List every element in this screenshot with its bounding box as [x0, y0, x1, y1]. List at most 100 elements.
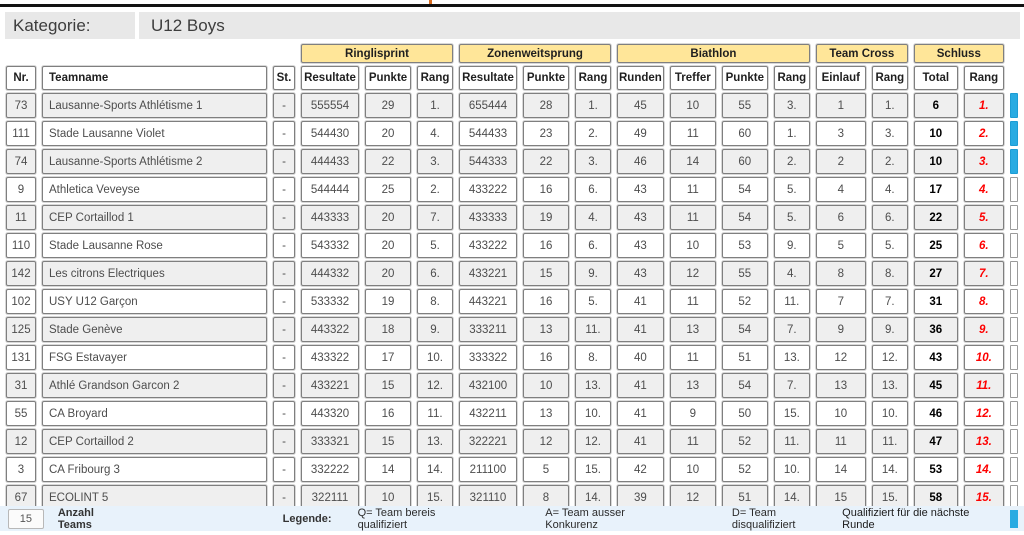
col-header-jump-resultate[interactable]: Resultate	[459, 66, 517, 90]
biathlon-rang-cell[interactable]: 2.	[773, 149, 810, 174]
sprint-punkte-cell[interactable]: 19	[365, 289, 411, 314]
biathlon-punkte-cell[interactable]: 50	[721, 401, 768, 426]
team-count-box[interactable]: 15	[8, 508, 44, 529]
team-name-cell[interactable]: Les citrons Electriques	[42, 261, 267, 286]
biathlon-runden-cell[interactable]: 41	[617, 373, 664, 398]
sprint-rang-cell[interactable]: 13.	[417, 429, 453, 454]
biathlon-treffer-cell[interactable]: 11	[669, 429, 716, 454]
col-header-jump-rang[interactable]: Rang	[575, 66, 611, 90]
status-cell[interactable]: -	[273, 205, 295, 230]
jump-rang-cell[interactable]: 13.	[575, 373, 611, 398]
team-number-cell[interactable]: 111	[6, 121, 36, 146]
status-cell[interactable]: -	[273, 177, 295, 202]
sprint-rang-cell[interactable]: 8.	[417, 289, 453, 314]
total-cell[interactable]: 47	[913, 429, 958, 454]
col-header-biathlon-treffer[interactable]: Treffer	[669, 66, 716, 90]
final-rank-cell[interactable]: 2.	[963, 121, 1004, 146]
biathlon-rang-cell[interactable]: 4.	[773, 261, 810, 286]
cross-einlauf-cell[interactable]: 7	[815, 289, 866, 314]
team-number-cell[interactable]: 131	[6, 345, 36, 370]
biathlon-punkte-cell[interactable]: 52	[721, 457, 768, 482]
team-name-cell[interactable]: Athletica Veveyse	[42, 177, 267, 202]
jump-resultate-cell[interactable]: 333322	[459, 345, 517, 370]
team-number-cell[interactable]: 74	[6, 149, 36, 174]
biathlon-punkte-cell[interactable]: 54	[721, 177, 768, 202]
biathlon-punkte-cell[interactable]: 52	[721, 429, 768, 454]
final-rank-cell[interactable]: 10.	[963, 345, 1004, 370]
cross-einlauf-cell[interactable]: 10	[815, 401, 866, 426]
col-header-biathlon-punkte[interactable]: Punkte	[721, 66, 768, 90]
team-name-cell[interactable]: CA Fribourg 3	[42, 457, 267, 482]
sprint-rang-cell[interactable]: 7.	[417, 205, 453, 230]
sprint-resultate-cell[interactable]: 433221	[301, 373, 359, 398]
sprint-resultate-cell[interactable]: 555554	[301, 93, 359, 118]
biathlon-rang-cell[interactable]: 7.	[773, 317, 810, 342]
sprint-punkte-cell[interactable]: 29	[365, 93, 411, 118]
status-cell[interactable]: -	[273, 233, 295, 258]
team-number-cell[interactable]: 12	[6, 429, 36, 454]
jump-punkte-cell[interactable]: 16	[523, 345, 569, 370]
col-header-teamname[interactable]: Teamname	[42, 66, 267, 90]
jump-resultate-cell[interactable]: 655444	[459, 93, 517, 118]
team-number-cell[interactable]: 142	[6, 261, 36, 286]
cross-rang-cell[interactable]: 11.	[871, 429, 908, 454]
team-number-cell[interactable]: 125	[6, 317, 36, 342]
cross-rang-cell[interactable]: 7.	[871, 289, 908, 314]
jump-punkte-cell[interactable]: 16	[523, 177, 569, 202]
total-cell[interactable]: 43	[913, 345, 958, 370]
sprint-rang-cell[interactable]: 12.	[417, 373, 453, 398]
team-name-cell[interactable]: CEP Cortaillod 1	[42, 205, 267, 230]
col-header-biathlon-runden[interactable]: Runden	[617, 66, 664, 90]
jump-resultate-cell[interactable]: 433333	[459, 205, 517, 230]
biathlon-rang-cell[interactable]: 7.	[773, 373, 810, 398]
total-cell[interactable]: 10	[913, 121, 958, 146]
status-cell[interactable]: -	[273, 317, 295, 342]
jump-rang-cell[interactable]: 4.	[575, 205, 611, 230]
team-name-cell[interactable]: CA Broyard	[42, 401, 267, 426]
cross-rang-cell[interactable]: 3.	[871, 121, 908, 146]
total-cell[interactable]: 53	[913, 457, 958, 482]
jump-resultate-cell[interactable]: 433221	[459, 261, 517, 286]
cross-einlauf-cell[interactable]: 8	[815, 261, 866, 286]
cross-rang-cell[interactable]: 1.	[871, 93, 908, 118]
status-cell[interactable]: -	[273, 429, 295, 454]
jump-punkte-cell[interactable]: 23	[523, 121, 569, 146]
team-name-cell[interactable]: Stade Lausanne Violet	[42, 121, 267, 146]
biathlon-rang-cell[interactable]: 10.	[773, 457, 810, 482]
biathlon-treffer-cell[interactable]: 12	[669, 261, 716, 286]
col-header-sprint-punkte[interactable]: Punkte	[365, 66, 411, 90]
biathlon-rang-cell[interactable]: 1.	[773, 121, 810, 146]
cross-einlauf-cell[interactable]: 5	[815, 233, 866, 258]
biathlon-rang-cell[interactable]: 3.	[773, 93, 810, 118]
team-number-cell[interactable]: 67	[6, 485, 36, 510]
biathlon-treffer-cell[interactable]: 11	[669, 289, 716, 314]
jump-punkte-cell[interactable]: 5	[523, 457, 569, 482]
biathlon-punkte-cell[interactable]: 54	[721, 317, 768, 342]
biathlon-punkte-cell[interactable]: 55	[721, 93, 768, 118]
final-rank-cell[interactable]: 13.	[963, 429, 1004, 454]
jump-resultate-cell[interactable]: 322221	[459, 429, 517, 454]
biathlon-runden-cell[interactable]: 41	[617, 289, 664, 314]
jump-rang-cell[interactable]: 1.	[575, 93, 611, 118]
team-number-cell[interactable]: 73	[6, 93, 36, 118]
biathlon-rang-cell[interactable]: 13.	[773, 345, 810, 370]
status-cell[interactable]: -	[273, 373, 295, 398]
jump-resultate-cell[interactable]: 544433	[459, 121, 517, 146]
final-rank-cell[interactable]: 3.	[963, 149, 1004, 174]
sprint-punkte-cell[interactable]: 20	[365, 121, 411, 146]
biathlon-runden-cell[interactable]: 41	[617, 401, 664, 426]
final-rank-cell[interactable]: 8.	[963, 289, 1004, 314]
sprint-resultate-cell[interactable]: 443333	[301, 205, 359, 230]
sprint-rang-cell[interactable]: 14.	[417, 457, 453, 482]
biathlon-punkte-cell[interactable]: 54	[721, 205, 768, 230]
cross-rang-cell[interactable]: 13.	[871, 373, 908, 398]
biathlon-punkte-cell[interactable]: 51	[721, 345, 768, 370]
sprint-resultate-cell[interactable]: 444433	[301, 149, 359, 174]
status-cell[interactable]: -	[273, 457, 295, 482]
biathlon-runden-cell[interactable]: 43	[617, 233, 664, 258]
status-cell[interactable]: -	[273, 93, 295, 118]
sprint-rang-cell[interactable]: 4.	[417, 121, 453, 146]
team-name-cell[interactable]: Stade Lausanne Rose	[42, 233, 267, 258]
jump-punkte-cell[interactable]: 13	[523, 401, 569, 426]
cross-rang-cell[interactable]: 6.	[871, 205, 908, 230]
